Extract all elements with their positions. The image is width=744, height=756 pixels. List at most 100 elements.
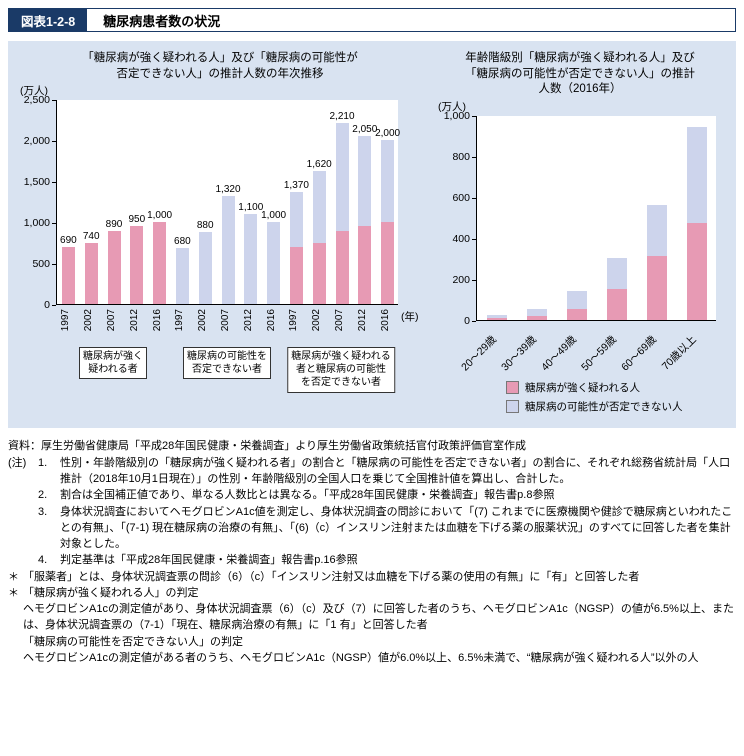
- stacked-bar-possibility-segment: [358, 135, 372, 227]
- left-y-tick-mark: [52, 305, 56, 307]
- bar-value-label: 890: [105, 219, 123, 231]
- stacked-bar-strongly-suspected-segment: [312, 243, 326, 305]
- age-bar-strongly-suspected-segment: [647, 256, 667, 320]
- right-y-tick-label: 800: [452, 150, 470, 163]
- asterisk-note-lines: 「服薬者」とは、身体状況調査票の問診（6）（c）「インスリン注射又は血糖を下げる…: [23, 569, 736, 585]
- bar-value-label: 690: [60, 235, 77, 247]
- note-label: (注): [8, 456, 27, 469]
- figure-title: 糖尿病患者数の状況: [103, 13, 221, 29]
- right-y-tick-mark: [472, 320, 476, 322]
- right-chart-title-line1: 年齢階級別「糖尿病が強く疑われる人」及び: [465, 52, 695, 64]
- x-tick-year-label: 2016: [151, 309, 163, 332]
- note-line: 「糖尿病が強く疑われる人」の判定: [23, 586, 199, 599]
- stacked-bar-possibility-segment: [312, 171, 326, 244]
- age-bar-possibility-segment: [607, 258, 627, 289]
- x-tick-year-label: 2012: [356, 309, 368, 332]
- right-plot-area: [476, 115, 716, 321]
- left-y-tick-label: 2,000: [23, 135, 50, 148]
- numbered-note: 3. 身体状況調査においてヘモグロビンA1c値を測定し、身体状況調査の問診において…: [8, 504, 736, 553]
- x-tick-year-label: 1997: [288, 309, 300, 332]
- bar-strongly-suspected: [130, 226, 144, 305]
- right-chart-title-line3: 人数（2016年）: [538, 83, 622, 96]
- year-axis-unit-label: (年): [401, 311, 419, 324]
- age-category-label: 70歳以上: [659, 333, 699, 373]
- note-number: 4.: [38, 554, 48, 567]
- left-y-tick-mark: [52, 182, 56, 184]
- x-tick-year-label: 2002: [83, 309, 95, 332]
- bar-possibility: [221, 195, 235, 305]
- bar-value-label: 1,000: [147, 210, 173, 222]
- bar-possibility: [175, 248, 189, 305]
- note-number: 3.: [38, 505, 48, 518]
- age-category-label: 40～49歳: [538, 333, 579, 374]
- left-y-tick-mark: [52, 223, 56, 225]
- left-chart-plot: 0 500 1,000 1,500 2,000 2,500 690 740 890 950 1,00…: [14, 94, 419, 398]
- note-line: 「糖尿病の可能性を否定できない人」の判定: [23, 635, 243, 648]
- left-y-tick-label: 2,500: [23, 94, 50, 107]
- group-label-line: 糖尿病の可能性を: [187, 351, 267, 363]
- group-label-line: を否定できない者: [301, 377, 381, 389]
- right-y-tick-label: 600: [452, 191, 470, 204]
- left-chart-title-line1: 「糖尿病が強く疑われる人」及び「糖尿病の可能性が: [82, 52, 358, 64]
- note-line: 「服薬者」とは、身体状況調査票の問診（6）（c）「インスリン注射又は血糖を下げる…: [23, 570, 640, 583]
- right-y-tick-label: 200: [452, 273, 470, 286]
- bar-strongly-suspected: [153, 222, 167, 305]
- left-chart-title: 「糖尿病が強く疑われる人」及び「糖尿病の可能性が 否定できない人」の推計人数の年…: [14, 51, 426, 82]
- note-text: 身体状況調査においてヘモグロビンA1c値を測定し、身体状況調査の問診において「(…: [60, 505, 733, 551]
- bar-value-label: 740: [82, 231, 100, 243]
- numbered-note: 4. 判定基準は「平成28年国民健康・栄養調査」報告書p.16参照: [8, 552, 736, 568]
- note-label: [8, 552, 38, 568]
- right-y-tick-mark: [472, 238, 476, 240]
- stacked-bar-strongly-suspected-segment: [335, 231, 349, 305]
- group-label-line: 糖尿病が強く疑われる: [291, 351, 391, 363]
- group-label-line: 糖尿病が強く: [83, 351, 143, 363]
- stacked-bar-possibility-segment: [381, 140, 395, 223]
- x-tick-year-label: 2007: [334, 309, 345, 332]
- left-chart-unit-label: (万人): [20, 85, 48, 98]
- age-category-label: 20～29歳: [458, 333, 499, 374]
- legend-label: 糖尿病の可能性が否定できない人: [525, 400, 683, 413]
- asterisk-marker: ＊: [8, 570, 19, 583]
- group-label-line: 疑われる者: [88, 364, 138, 376]
- bar-value-label: 1,320: [215, 183, 241, 195]
- stacked-bar-strongly-suspected-segment: [381, 222, 395, 305]
- note-line: ヘモグロビンA1cの測定値がある者のうち、ヘモグロビンA1c（NGSP）値が6.…: [23, 652, 699, 664]
- note-number: 1.: [38, 456, 48, 469]
- right-chart-title: 年齢階級別「糖尿病が強く疑われる人」及び 「糖尿病の可能性が否定できない人」の推…: [432, 51, 728, 98]
- age-bar-strongly-suspected-segment: [527, 316, 547, 320]
- age-bar-strongly-suspected-segment: [607, 288, 627, 320]
- right-y-tick-label: 400: [452, 232, 470, 245]
- right-chart-unit-label: (万人): [438, 100, 466, 113]
- bar-value-label: 680: [174, 236, 191, 248]
- note-label: [8, 487, 38, 503]
- bar-value-label: 1,370: [283, 179, 309, 191]
- x-tick-year-label: 2002: [311, 309, 323, 332]
- stacked-bar-possibility-segment: [335, 122, 349, 232]
- asterisk-note: ＊ 「服薬者」とは、身体状況調査票の問診（6）（c）「インスリン注射又は血糖を下げ…: [8, 569, 736, 585]
- note-number: 2.: [38, 489, 48, 502]
- group-label-box: 糖尿病が強く 疑われる者: [79, 347, 147, 380]
- x-tick-year-label: 1997: [60, 309, 72, 332]
- legend-label: 糖尿病が強く疑われる人: [525, 381, 640, 394]
- right-y-tick-mark: [472, 279, 476, 281]
- age-category-label: 50～59歳: [578, 333, 619, 374]
- age-bar-possibility-segment: [567, 290, 587, 310]
- figure-number-badge: 図表1-2-8: [9, 9, 88, 31]
- right-chart: 年齢階級別「糖尿病が強く疑われる人」及び 「糖尿病の可能性が否定できない人」の推…: [432, 51, 728, 414]
- asterisk-marker: ＊: [8, 586, 19, 599]
- x-tick-year-label: 1997: [174, 309, 186, 332]
- bar-strongly-suspected: [61, 247, 75, 305]
- bar-value-label: 880: [196, 219, 214, 231]
- age-bar-possibility-segment: [527, 309, 547, 317]
- left-y-tick-label: 1,500: [23, 176, 50, 189]
- x-tick-year-label: 2016: [379, 309, 391, 332]
- bar-strongly-suspected: [84, 243, 98, 305]
- bar-possibility: [198, 231, 212, 305]
- left-y-tick-mark: [52, 141, 56, 143]
- x-tick-year-label: 2002: [197, 309, 209, 332]
- x-tick-year-label: 2012: [242, 309, 254, 332]
- note-text: 割合は全国補正値であり、単なる人数比とは異なる。「平成28年国民健康・栄養調査」…: [60, 489, 555, 502]
- left-y-tick-mark: [52, 264, 56, 266]
- group-label-box: 糖尿病が強く疑われる 者と糖尿病の可能性 を否定できない者: [287, 347, 395, 393]
- age-bar-strongly-suspected-segment: [487, 318, 507, 320]
